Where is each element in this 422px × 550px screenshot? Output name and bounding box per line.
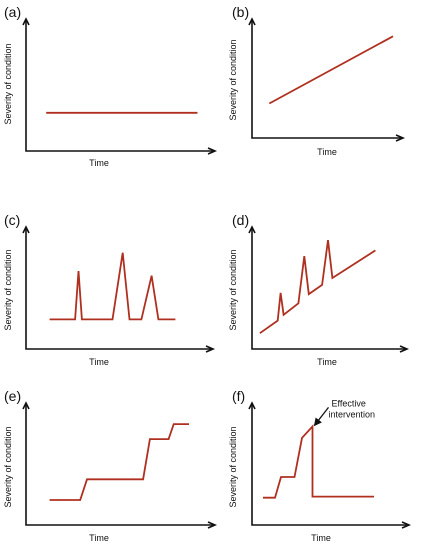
panel-label: (e) xyxy=(4,388,21,404)
chart-panel: (c) Time Severity of condition xyxy=(3,212,216,367)
x-axis-title: Time xyxy=(89,533,109,543)
annotation-arrow xyxy=(313,407,330,427)
panel-label: (a) xyxy=(4,4,21,20)
y-axis-title: Severity of condition xyxy=(3,249,13,330)
axes xyxy=(251,228,406,350)
series-line xyxy=(259,239,376,334)
y-axis-title: Severity of condition xyxy=(228,39,238,120)
x-axis-arrow xyxy=(401,521,412,529)
axes xyxy=(251,20,402,139)
x-axis-title: Time xyxy=(317,357,337,367)
panel-label: (d) xyxy=(232,212,249,228)
chart-panel: (d) Time Severity of condition xyxy=(228,212,410,367)
panel-label: (c) xyxy=(4,212,20,228)
series-line xyxy=(268,35,394,105)
series-line xyxy=(49,252,176,321)
y-axis-title: Severity of condition xyxy=(3,43,13,124)
x-axis-title: Time xyxy=(89,357,109,367)
axes xyxy=(25,228,212,350)
x-axis-arrow xyxy=(207,521,218,529)
y-axis-arrow xyxy=(248,17,256,26)
y-axis-arrow xyxy=(22,401,30,410)
panel-label: (f) xyxy=(232,388,245,404)
chart-panel: (b) Time Severity of condition xyxy=(228,4,406,157)
x-axis-arrow xyxy=(399,345,410,353)
x-axis-title: Time xyxy=(317,147,337,157)
panel-label: (b) xyxy=(232,4,249,20)
x-axis-arrow xyxy=(205,345,216,353)
chart-panel: (f) Time Severity of condition Effective int… xyxy=(228,388,412,543)
axes xyxy=(251,404,408,526)
y-axis-title: Severity of condition xyxy=(3,426,13,507)
x-axis-title: Time xyxy=(311,533,331,543)
x-axis-title: Time xyxy=(89,158,109,168)
y-axis-arrow xyxy=(22,225,30,234)
chart-panel: (e) Time Severity of condition xyxy=(3,388,218,543)
axes xyxy=(25,404,214,526)
y-axis-title: Severity of condition xyxy=(228,426,238,507)
chart-panel: (a) Time Severity of condition xyxy=(3,4,218,168)
y-axis-arrow xyxy=(248,401,256,410)
series-line xyxy=(263,424,374,499)
axes xyxy=(25,20,214,152)
series-line xyxy=(49,423,189,501)
y-axis-arrow xyxy=(248,225,256,234)
annotation-label: Effective intervention xyxy=(329,398,376,419)
x-axis-arrow xyxy=(395,134,406,142)
y-axis-arrow xyxy=(22,17,30,26)
x-axis-arrow xyxy=(207,147,218,155)
y-axis-title: Severity of condition xyxy=(228,249,238,330)
